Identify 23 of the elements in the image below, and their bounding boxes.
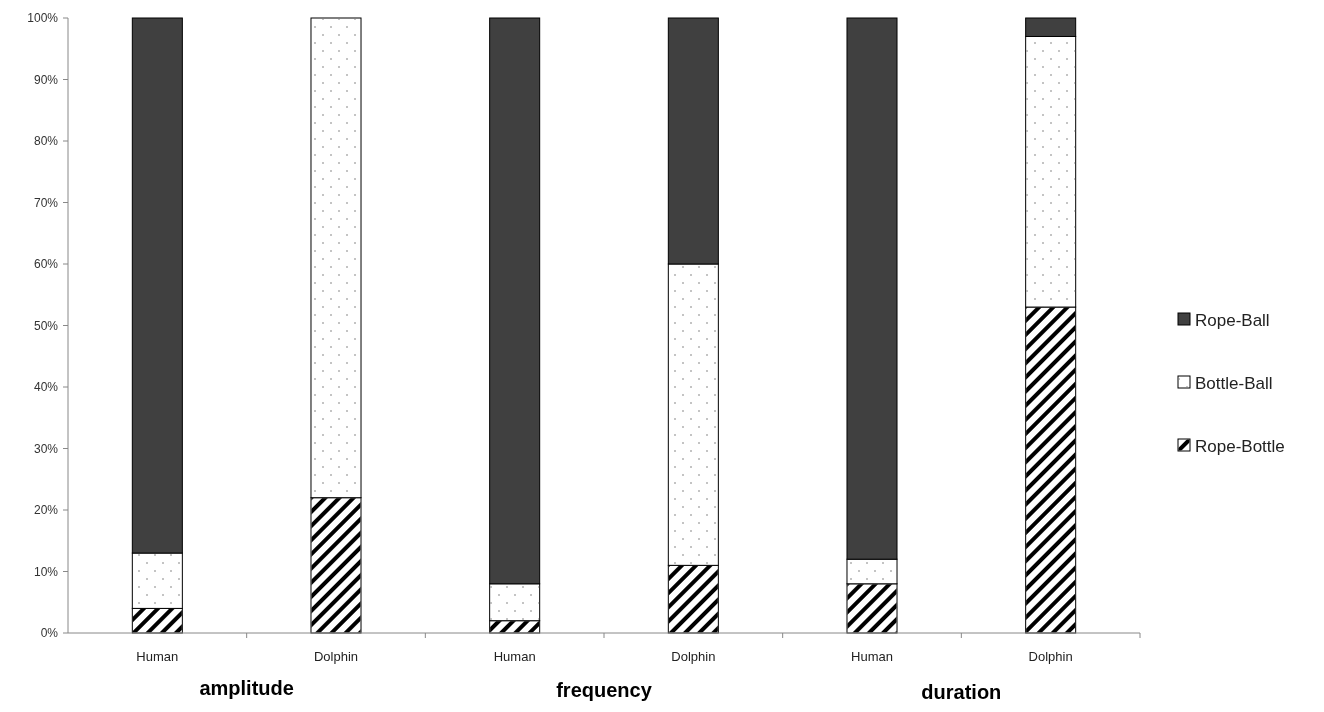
- text: amplitude: [199, 677, 294, 699]
- y-tick-label: 100%: [27, 11, 59, 26]
- x-tick-label: Dolphin: [1028, 649, 1073, 664]
- y-tick-label: 90%: [33, 72, 59, 87]
- y-tick-label: 50%: [33, 318, 59, 333]
- x-tick-label: Dolphin: [671, 649, 716, 664]
- text: duration: [921, 681, 1002, 703]
- x-tick-label: Dolphin: [313, 649, 359, 664]
- y-tick-label: 30%: [33, 441, 59, 456]
- y-tick-label: 0%: [40, 626, 59, 641]
- y-tick-label: 70%: [33, 195, 59, 210]
- y-tick-label: 10%: [33, 564, 59, 579]
- legend-label: Bottle-Ball: [1195, 373, 1273, 393]
- legend-label: Rope-Bottle: [1195, 436, 1285, 456]
- y-tick-label: 40%: [33, 380, 59, 395]
- x-tick-label: Human: [493, 649, 536, 664]
- x-tick-label: Human: [851, 649, 893, 664]
- y-tick-label: 80%: [33, 134, 59, 149]
- y-tick-label: 60%: [33, 257, 59, 272]
- x-tick-label: Human: [136, 649, 179, 664]
- text: frequency: [556, 679, 653, 701]
- y-tick-label: 20%: [33, 503, 59, 518]
- legend-label: Rope-Ball: [1195, 310, 1270, 330]
